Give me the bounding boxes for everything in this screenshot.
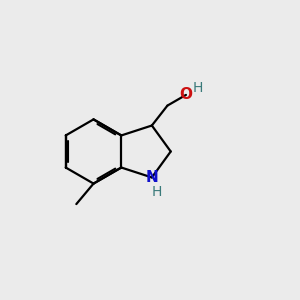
Text: H: H — [192, 81, 203, 95]
Text: N: N — [146, 170, 158, 185]
Text: O: O — [179, 87, 192, 102]
Text: H: H — [152, 185, 162, 199]
